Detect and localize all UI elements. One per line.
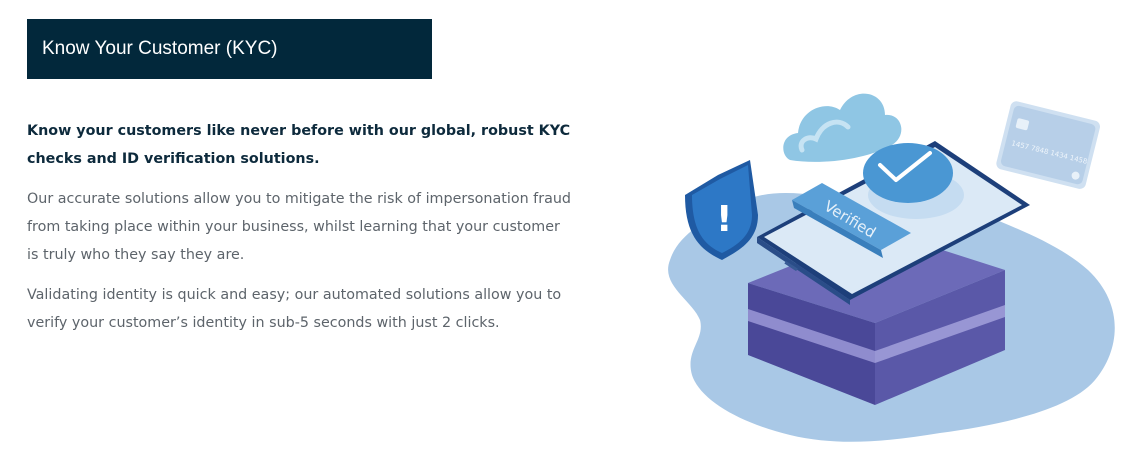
paragraph-fraud: Our accurate solutions allow you to miti… (27, 191, 571, 263)
shield-alert-icon: ! (685, 160, 758, 260)
credit-card-icon: 1457 7848 1434 1458 (996, 101, 1100, 189)
verified-badge: Verified (792, 183, 911, 258)
paragraph-speed: Validating identity is quick and easy; o… (27, 287, 562, 331)
cloud-icon (783, 93, 902, 162)
content-section: Know your customers like never before wi… (27, 117, 572, 349)
checkmark-icon (863, 143, 964, 219)
lead-text: Know your customers like never before wi… (27, 123, 571, 167)
kyc-illustration: 1457 7848 1434 1458 ! Verified (640, 55, 1130, 465)
shield-mark: ! (716, 199, 732, 240)
title-banner: Know Your Customer (KYC) (27, 19, 432, 79)
page-title: Know Your Customer (KYC) (42, 38, 278, 59)
